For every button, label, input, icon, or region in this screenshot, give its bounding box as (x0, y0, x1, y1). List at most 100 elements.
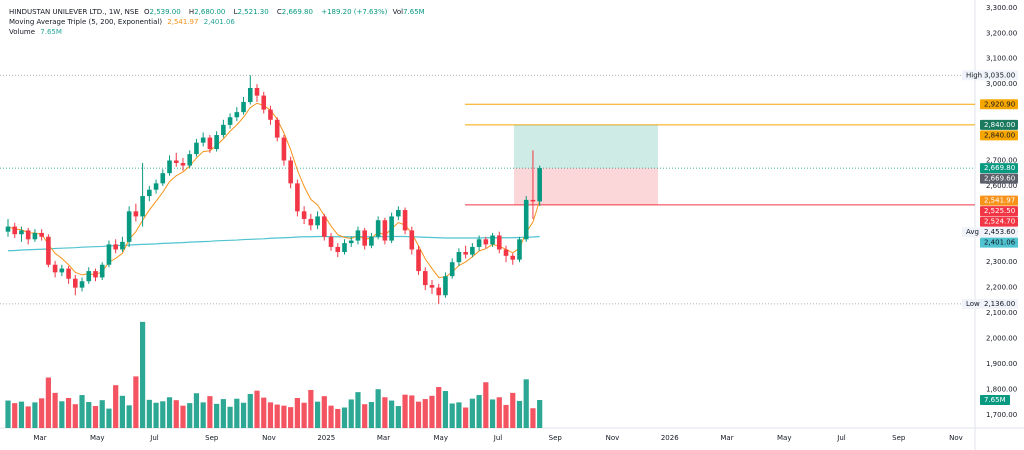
ohlc-key: L (233, 8, 238, 16)
candle-body (470, 246, 475, 255)
volume-bar (72, 404, 78, 428)
candle-body (342, 243, 347, 253)
candle-body (214, 135, 219, 150)
candle-body (295, 183, 300, 212)
candle-body (227, 117, 233, 125)
indicator-title[interactable]: Moving Average Triple (5, 200, Exponenti… (9, 18, 163, 26)
volume-bar (5, 400, 11, 428)
price-tag-label: 2,669.60 (984, 175, 1015, 183)
candle-body (167, 160, 172, 174)
volume-bar (375, 389, 381, 428)
candle-body (19, 230, 24, 235)
volume-bar (193, 393, 200, 428)
volume-bar (227, 406, 233, 428)
volume-bar (281, 405, 287, 428)
y-tick-label: 1,900.00 (986, 360, 1017, 368)
volume-bar (234, 398, 240, 428)
candle-body (537, 168, 542, 202)
candle-body (79, 281, 85, 288)
x-tick-label: Nov (606, 434, 620, 442)
candle-body (207, 137, 213, 150)
volume-bar (133, 376, 139, 428)
volume-bar (267, 402, 274, 428)
candle-body (517, 239, 522, 260)
x-tick-label: May (434, 434, 448, 442)
volume-bar (294, 397, 300, 428)
indicator-title[interactable]: Volume (9, 28, 36, 36)
y-tick-label: 3,000.00 (986, 80, 1017, 88)
volume-bar (321, 396, 327, 428)
price-tag (980, 99, 1018, 110)
volume-bar (140, 321, 146, 428)
candle-body (328, 236, 334, 247)
candle-body (288, 160, 293, 184)
price-tag-name: Avg (966, 228, 979, 236)
legend-entry: 2,541.97 (167, 18, 199, 26)
x-tick-label: Mar (33, 434, 46, 442)
volume-bar (442, 391, 449, 428)
candle-body (120, 241, 125, 250)
x-tick-label: May (777, 434, 791, 442)
legend-row: Moving Average Triple (5, 200, Exponenti… (9, 17, 431, 27)
price-tag-name-bg (962, 227, 980, 238)
volume-bar (422, 399, 428, 428)
volume-bar (247, 393, 253, 428)
volume-bar (274, 404, 280, 428)
volume-bar (65, 397, 72, 428)
volume-bar (180, 405, 186, 428)
volume-bar (240, 402, 247, 428)
x-tick-label: Mar (720, 434, 733, 442)
candle-body (456, 252, 462, 263)
price-tag-label: 2,920.90 (984, 100, 1015, 108)
volume-bar (288, 407, 294, 428)
y-tick-label: 1,800.00 (986, 385, 1017, 393)
price-tag-label: 2,840.00 (984, 131, 1015, 139)
ohlc: C2,669.80 (277, 8, 316, 16)
symbol[interactable]: HINDUSTAN UNILEVER LTD., 1W, NSE (9, 8, 139, 16)
volume-bar (341, 407, 348, 428)
y-tick-label: 3,100.00 (986, 55, 1017, 63)
volume-bar (301, 402, 307, 428)
volume-bar (308, 389, 314, 428)
volume-bar (261, 397, 267, 428)
volume-bar (489, 399, 496, 428)
candle-body (375, 220, 381, 237)
volume-bar (126, 405, 132, 428)
volume-bar (368, 402, 375, 428)
candle-body (221, 124, 226, 136)
price-tag-label: 2,525.50 (984, 207, 1015, 215)
candle-body (261, 95, 267, 110)
ohlc-value: 2,669.80 (281, 8, 313, 16)
volume-bar (402, 394, 408, 428)
price-tag-label: 2,840.00 (984, 121, 1015, 129)
y-tick-label: 2,200.00 (986, 284, 1017, 292)
candle-body (59, 268, 65, 273)
volume-bar (214, 403, 220, 428)
candle-body (46, 236, 51, 265)
candle-body (106, 244, 112, 265)
volume-bar (173, 400, 179, 428)
candle-body (25, 230, 31, 240)
legend-entry: 2,401.06 (203, 18, 235, 26)
candle-body (308, 218, 314, 226)
price-tag-name: High (966, 71, 982, 79)
candle-body (530, 199, 536, 202)
price-tag-label: 2,401.06 (984, 239, 1016, 247)
price-tag (980, 119, 1018, 130)
candle-body (476, 239, 482, 247)
y-tick-label: 2,600.00 (986, 182, 1017, 190)
x-tick-label: Nov (262, 434, 276, 442)
candle-body (422, 271, 428, 286)
ohlc-key: H (188, 8, 195, 16)
volume-bar (436, 387, 442, 428)
candle-body (140, 196, 145, 217)
candle-body (402, 210, 408, 231)
price-tag-label: 2,669.80 (984, 164, 1015, 172)
candle-body (73, 278, 78, 288)
candle-body (503, 249, 509, 256)
x-tick-label: 2026 (661, 434, 679, 442)
candle-body (463, 252, 468, 255)
volume-bar (449, 403, 455, 428)
x-tick-label: Jul (836, 434, 846, 442)
